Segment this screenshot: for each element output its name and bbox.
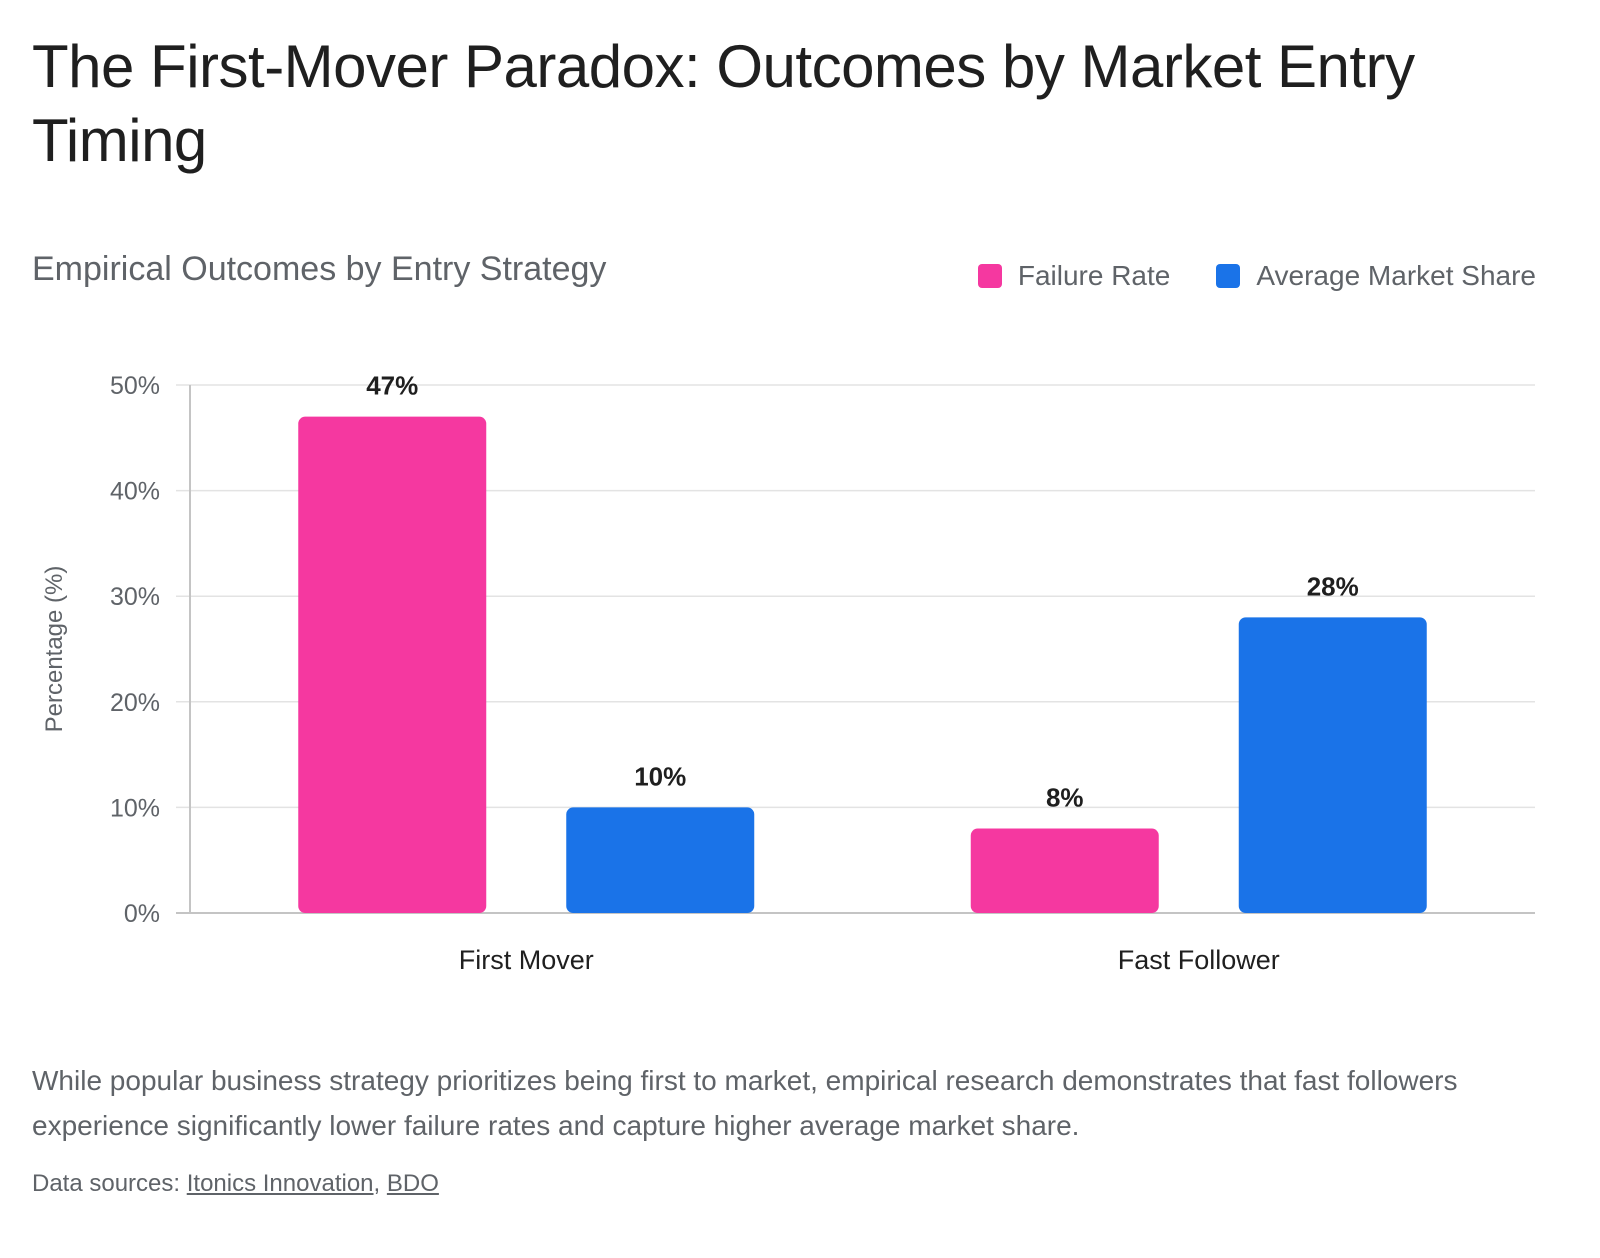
data-label-average-market-share-fast-follower: 28%: [1307, 571, 1359, 601]
data-label-average-market-share-first-mover: 10%: [634, 761, 686, 791]
sources-prefix: Data sources:: [32, 1170, 187, 1197]
bar-failure-rate-fast-follower: [970, 828, 1159, 913]
chart-title: Empirical Outcomes by Entry Strategy: [32, 250, 607, 288]
chart-legend: Failure Rate Average Market Share: [977, 258, 1536, 294]
y-tick-label: 30%: [110, 583, 160, 611]
bar-average-market-share-fast-follower: [1238, 617, 1427, 913]
page-title: The First-Mover Paradox: Outcomes by Mar…: [32, 33, 1415, 174]
data-sources: Data sources: Itonics Innovation, BDO: [32, 1168, 439, 1200]
y-tick-label: 20%: [110, 689, 160, 717]
x-category-label: First Mover: [459, 945, 594, 975]
source-link-bdo[interactable]: BDO: [386, 1170, 439, 1197]
y-tick-label: 40%: [110, 478, 160, 506]
legend-label-average-market-share: Average Market Share: [1256, 260, 1536, 291]
source-link-itonics[interactable]: Itonics Innovation: [186, 1170, 374, 1197]
bar-chart: 0% 10% 20% 30% 40% 50% Percentage (%) 47% 10% Fir…: [41, 371, 1535, 975]
y-axis-label: Percentage (%): [41, 566, 68, 733]
bar-average-market-share-first-mover: [566, 807, 755, 913]
data-label-failure-rate-first-mover: 47%: [366, 371, 418, 401]
sources-separator: ,: [373, 1170, 387, 1197]
legend-swatch-average-market-share: [1216, 264, 1241, 288]
legend-item-failure-rate: Failure Rate: [977, 258, 1171, 294]
legend-item-average-market-share: Average Market Share: [1216, 258, 1536, 294]
chart-description: While popular business strategy prioriti…: [32, 1065, 1458, 1141]
legend-label-failure-rate: Failure Rate: [1017, 260, 1171, 291]
y-tick-label: 50%: [110, 372, 160, 400]
legend-swatch-failure-rate: [977, 264, 1002, 288]
data-label-failure-rate-fast-follower: 8%: [1046, 783, 1084, 813]
y-tick-label: 10%: [110, 794, 160, 822]
bar-failure-rate-first-mover: [298, 416, 487, 913]
y-tick-label: 0%: [124, 900, 160, 928]
x-category-label: Fast Follower: [1118, 945, 1280, 975]
